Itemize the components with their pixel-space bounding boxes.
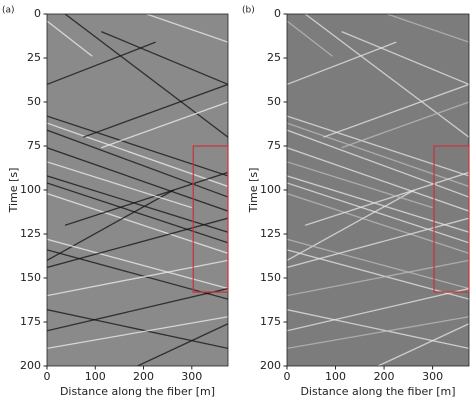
streak [47, 122, 228, 188]
y-tick-label: 200 [20, 359, 41, 372]
y-tick-label: 25 [267, 51, 281, 64]
y-tick-label: 50 [267, 95, 281, 108]
streak [287, 115, 469, 177]
streak [287, 189, 415, 261]
streak [341, 30, 469, 86]
streak [287, 217, 469, 269]
streak [287, 182, 469, 244]
streak [101, 101, 228, 149]
streak [47, 41, 156, 86]
y-tick-label: 175 [20, 315, 41, 328]
streak [287, 238, 469, 290]
y-tick-label: 75 [267, 139, 281, 152]
streak [47, 316, 228, 350]
y-tick-label: 100 [260, 183, 281, 196]
x-tick-label: 300 [422, 370, 443, 383]
highlight-box [192, 145, 229, 293]
streak [287, 161, 433, 209]
streak [47, 217, 228, 269]
streak [287, 309, 469, 350]
streak [47, 238, 228, 290]
x-tick-label: 200 [374, 370, 395, 383]
y-axis-label: Time [s] [247, 168, 260, 214]
streak [47, 175, 228, 233]
highlight-box [433, 145, 470, 293]
x-tick-label: 100 [325, 370, 346, 383]
y-tick-label: 150 [260, 271, 281, 284]
streak [287, 175, 469, 233]
streak [47, 115, 228, 177]
x-axis-label: Distance along the fiber [m] [60, 385, 215, 398]
streak [341, 101, 469, 149]
y-tick-label: 175 [260, 315, 281, 328]
streak [287, 129, 469, 198]
streak [287, 316, 469, 350]
streak [287, 20, 333, 57]
streak [47, 189, 175, 261]
y-tick-label: 25 [27, 51, 41, 64]
panel: 0 100 200 300 0 25 50 75 100 125 150 175 200 Distance… [242, 6, 470, 398]
streak [287, 122, 469, 188]
y-tick-label: 200 [260, 359, 281, 372]
panel: 0 100 200 300 0 25 50 75 100 125 150 175 200 Distance… [2, 6, 229, 398]
x-tick-label: 200 [133, 370, 154, 383]
streak [64, 14, 228, 138]
streak [287, 259, 469, 297]
streak [47, 192, 228, 254]
y-tick-label: 125 [260, 227, 281, 240]
streak [304, 14, 469, 138]
streak [47, 249, 228, 300]
streak [323, 83, 469, 138]
y-axis-label: Time [s] [7, 168, 20, 214]
y-tick-label: 150 [20, 271, 41, 284]
x-tick-label: 0 [284, 370, 291, 383]
streak [47, 161, 192, 209]
streak [377, 323, 469, 366]
streak [137, 323, 228, 366]
streak [47, 129, 228, 198]
streak [101, 31, 228, 85]
streak [47, 287, 228, 332]
x-axis-label: Distance along the fiber [m] [300, 385, 455, 398]
streak [287, 147, 469, 212]
y-tick-label: 0 [34, 7, 41, 20]
image-content [47, 14, 228, 366]
streak [287, 249, 469, 300]
panel-label: (b) [242, 6, 255, 16]
image-content [287, 14, 469, 366]
y-tick-label: 100 [20, 183, 41, 196]
streak [305, 171, 469, 226]
x-tick-label: 300 [181, 370, 202, 383]
x-tick-label: 100 [85, 370, 106, 383]
streak [287, 192, 469, 254]
streak [47, 182, 228, 244]
streak [386, 14, 469, 43]
streak [47, 20, 93, 57]
x-tick-label: 0 [44, 370, 51, 383]
panel-label: (a) [2, 6, 15, 16]
streak [64, 171, 228, 226]
y-tick-label: 125 [20, 227, 41, 240]
y-tick-label: 50 [27, 95, 41, 108]
streak [82, 83, 228, 138]
streak [146, 14, 228, 43]
streak [287, 41, 397, 86]
streak [47, 309, 228, 350]
y-tick-label: 75 [27, 139, 41, 152]
streak [47, 147, 228, 212]
streak [287, 287, 469, 332]
y-tick-label: 0 [274, 7, 281, 20]
streak [47, 259, 228, 297]
